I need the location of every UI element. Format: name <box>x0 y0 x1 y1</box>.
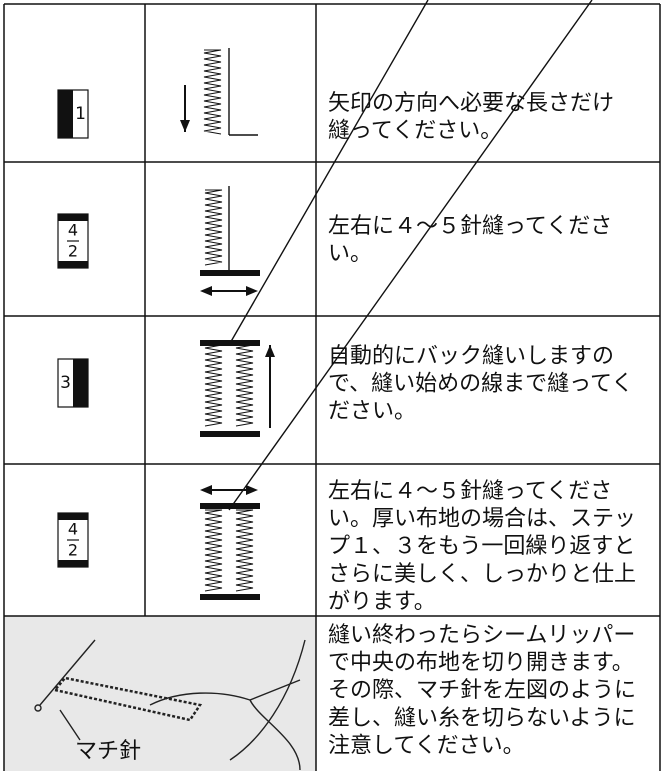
instruction-line: がります。 <box>328 589 436 614</box>
zigzag <box>204 189 223 266</box>
step-number: 3 <box>60 373 71 393</box>
bar-tack <box>200 503 260 509</box>
arrow-head <box>246 485 258 495</box>
zigzag <box>203 49 222 135</box>
instruction-line: さらに美しく、しっかりと仕上 <box>328 562 636 587</box>
arrow-head <box>265 345 275 357</box>
bar-tack <box>200 270 260 276</box>
instruction-line: 自動的にバック縫いしますの <box>328 344 614 369</box>
arrow-head <box>246 286 258 296</box>
instruction-line: 左右に４～５針縫ってくださ <box>328 214 612 239</box>
bar-tack <box>200 340 260 346</box>
bar-tack <box>200 431 260 437</box>
bar-tack <box>200 594 260 600</box>
step-number: 4 <box>68 520 78 539</box>
step-number: 4 <box>68 221 78 240</box>
figure-label: マチ針 <box>75 739 141 764</box>
instruction-line: ださい。 <box>328 399 416 424</box>
instruction-line: い。厚い布地の場合は、ステッ <box>328 507 636 532</box>
step-number: 1 <box>75 104 86 124</box>
step-number: 2 <box>68 541 78 560</box>
icon-fill <box>58 560 88 567</box>
icon-fill <box>58 90 73 138</box>
instruction-line: で中央の布地を切り開きます。 <box>328 651 634 676</box>
stitch-line <box>228 0 429 346</box>
stitch-line <box>228 0 593 511</box>
zigzag <box>204 344 223 427</box>
icon-fill <box>58 513 88 520</box>
zigzag <box>235 509 254 592</box>
instruction-line: 矢印の方向へ必要な長さだけ <box>328 91 614 116</box>
step-number: 2 <box>68 242 78 261</box>
icon-fill <box>73 359 88 407</box>
instruction-line: で、縫い始めの線まで縫ってく <box>328 372 633 397</box>
arrow-head <box>200 286 212 296</box>
arrow-head <box>180 120 190 132</box>
figure-bg <box>4 616 316 771</box>
arrow-head <box>200 485 212 495</box>
instruction-line: 縫ってください。 <box>328 119 502 144</box>
instruction-line: プ１、３をもう一回繰り返すと <box>328 534 635 559</box>
icon-fill <box>58 261 88 268</box>
instruction-line: い。 <box>328 242 372 267</box>
zigzag <box>204 509 223 592</box>
instruction-line: 縫い終わったらシームリッパー <box>328 623 635 648</box>
seam-ripper-sketch <box>34 639 306 771</box>
instruction-line: 差し、縫い糸を切らないように <box>328 706 636 731</box>
icon-box <box>57 512 89 568</box>
instruction-line: その際、マチ針を左図のように <box>328 678 636 703</box>
instruction-line: 左右に４～５針縫ってくださ <box>328 479 612 504</box>
instruction-line: 注意してください。 <box>328 733 525 758</box>
icon-fill <box>58 214 88 221</box>
zigzag <box>235 344 254 427</box>
